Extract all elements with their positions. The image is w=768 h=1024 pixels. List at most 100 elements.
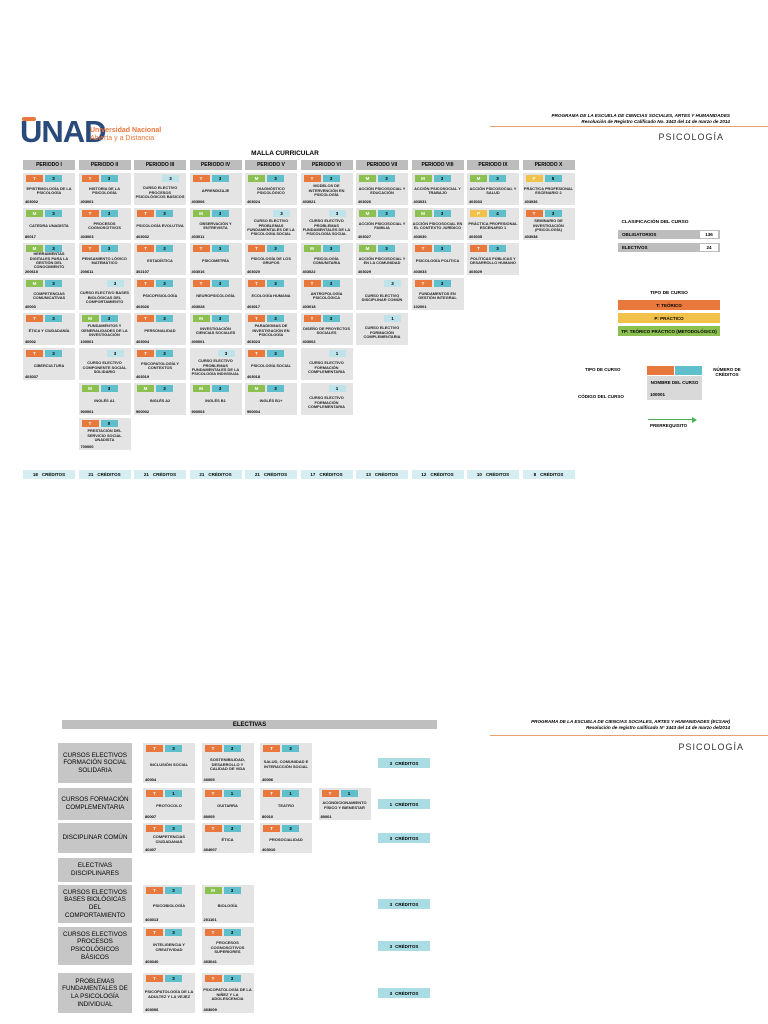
- course-code: 403030: [413, 234, 427, 239]
- course-credits: 3: [45, 315, 62, 322]
- course-name: HISTORIA DE LA PSICOLOGÍA: [88, 185, 121, 195]
- course-name: ACCIÓN PSICOSOCIAL Y SALUD: [469, 185, 517, 195]
- course-type: P: [470, 210, 487, 217]
- period-header: PERIODO III: [134, 160, 186, 170]
- course-code: 201101: [203, 917, 217, 922]
- course-name: ÉTICA: [221, 836, 234, 842]
- course-type: M: [26, 280, 43, 287]
- course-credits: 3: [165, 745, 182, 752]
- course-type: M: [26, 210, 43, 217]
- credit-word: CRÉDITOS: [485, 472, 510, 477]
- period-credits: 21 CRÉDITOS: [134, 470, 186, 479]
- course-name: INGLÉS B1+: [259, 397, 283, 403]
- course-code: 403002: [302, 339, 316, 344]
- course-name: PSICOLOGÍA COMUNITARIA: [312, 255, 341, 265]
- course-name: HERRAMIENTAS DIGITALES PARA LA GESTIÓN D…: [29, 251, 69, 270]
- course-code: 403011: [191, 234, 205, 239]
- course-credits: 3: [45, 350, 62, 357]
- course-name: DIAGNÓSTICO PSICOLÓGICO: [257, 185, 285, 195]
- course-credits: 3: [45, 210, 62, 217]
- period-credits: 17 CRÉDITOS: [300, 470, 353, 479]
- credit-total: 21: [143, 472, 149, 477]
- course-code: 403018: [302, 304, 316, 309]
- credit-word: CRÉDITOS: [395, 901, 419, 907]
- period-header: PERIODO V: [245, 160, 297, 170]
- career: PSICOLOGÍA: [678, 742, 744, 752]
- course-type: M: [359, 175, 376, 182]
- course-type: P: [525, 175, 543, 182]
- course-credits: 3: [100, 175, 118, 182]
- course-type: T: [263, 790, 280, 797]
- course-credits: 3: [211, 175, 229, 182]
- group-credit-value: 3: [389, 760, 393, 766]
- course-name: CURSO ELECTIVO DISCIPLINAR COMÚN: [361, 292, 403, 302]
- group-name: CURSOS ELECTIVOS PROCESOS PSICOLÓGICOS B…: [58, 927, 132, 965]
- course-code: 40005: [203, 777, 215, 782]
- credit-total: 8: [533, 472, 537, 477]
- course-credits: 3: [378, 245, 395, 252]
- course-name: BIOLOGÍA: [217, 902, 238, 908]
- course-credits: 3: [489, 245, 506, 252]
- course-credits: 3: [223, 887, 241, 894]
- course-credits: 1: [165, 790, 182, 797]
- course-code: 80005: [203, 814, 215, 819]
- credit-total: 21: [199, 472, 205, 477]
- group-name: CURSOS ELECTIVOS FORMACIÓN SOCIAL SOLIDA…: [58, 743, 132, 783]
- course-type: M: [248, 175, 265, 182]
- key-arrow: [648, 419, 694, 420]
- course-code: 403031: [413, 199, 427, 204]
- course-code: 40002: [25, 339, 36, 344]
- course-name: MODELOS DE INTERVENCIÓN EN PSICOLOGÍA: [308, 183, 345, 198]
- course-credits: 3: [267, 175, 284, 182]
- course-type: M: [204, 887, 222, 894]
- malla-title: MALLA CURRICULAR: [251, 150, 319, 157]
- course-name: PRESTACIÓN DEL SERVICIO SOCIAL UNADISTA: [87, 428, 122, 443]
- course-credits: 4: [489, 210, 506, 217]
- course-code: 403028: [191, 304, 205, 309]
- course-credits: 3: [223, 825, 241, 832]
- course-type: T: [192, 280, 210, 287]
- course-type: T: [192, 175, 210, 182]
- course-credits: 3: [223, 745, 241, 752]
- course-type: M: [470, 175, 487, 182]
- course-name: CURSO ELECTIVO PROBLEMAS FUNDAMENTALES D…: [302, 218, 351, 237]
- period-credits: 21 CRÉDITOS: [245, 470, 297, 479]
- course-name: CURSO ELECTIVO COMPONENTE SOCIAL SOLIDAR…: [82, 360, 127, 375]
- course-credits: 3: [544, 210, 562, 217]
- course-code: 40006: [262, 777, 274, 782]
- course-type: M: [192, 315, 210, 322]
- course-type: T: [81, 175, 99, 182]
- course-credits: 3: [378, 210, 395, 217]
- course-credits: 1: [223, 790, 241, 797]
- group-credits: 3 CRÉDITOS: [378, 833, 430, 843]
- course-type: M: [303, 245, 321, 252]
- course-name: ESTADÍSTICA: [147, 257, 173, 263]
- course-credits: 3: [322, 175, 340, 182]
- credit-total: 18: [32, 472, 38, 477]
- course-type: T: [81, 210, 99, 217]
- course-credits: 3: [156, 350, 173, 357]
- course-type: T: [204, 745, 222, 752]
- course-type: M: [81, 315, 99, 322]
- period-credits: 21 CRÉDITOS: [189, 470, 242, 479]
- course-code: 40004: [145, 777, 157, 782]
- credit-word: CRÉDITOS: [152, 472, 177, 477]
- course-code: 403017: [247, 304, 260, 309]
- course-type: T: [26, 175, 43, 182]
- course-name: ACCIÓN PSICOSOCIAL Y TRABAJO: [414, 185, 461, 195]
- course-name: TEATRO: [277, 802, 295, 808]
- credit-word: CRÉDITOS: [395, 990, 419, 996]
- course-name: FUNDAMENTOS Y GENERALIDADES DE LA INVEST…: [81, 323, 128, 338]
- course-code: 80001: [320, 814, 332, 819]
- period-header: PERIODO VI: [300, 160, 353, 170]
- legend-title: CLASIFICACIÓN DEL CURSO: [621, 219, 689, 225]
- credit-word: CRÉDITOS: [41, 472, 66, 477]
- course-name: POLÍTICAS PÚBLICAS Y DESARROLLO HUMANO: [470, 255, 516, 265]
- course-code: 400001: [191, 339, 205, 344]
- course-credits: 3: [267, 350, 284, 357]
- resolution: Resolución de registro calificado N° 344…: [585, 725, 730, 730]
- course-type: M: [192, 210, 210, 217]
- course-name: CURSO ELECTIVO PROCESOS PSICOLÓGICOS BÁS…: [135, 185, 185, 200]
- period-credits: 21 CRÉDITOS: [78, 470, 131, 479]
- credit-word: CRÉDITOS: [374, 472, 399, 477]
